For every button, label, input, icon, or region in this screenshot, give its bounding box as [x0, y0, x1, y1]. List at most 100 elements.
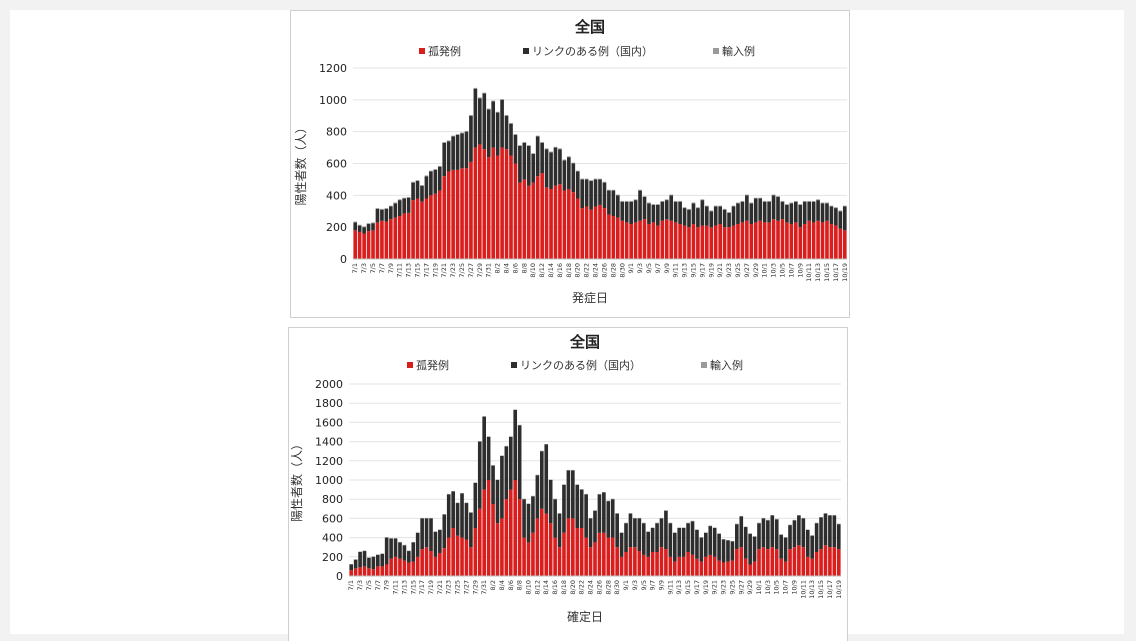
- x-tick-label: 7/21: [440, 263, 448, 278]
- bar-segment: [788, 549, 792, 576]
- bar-segment: [607, 190, 611, 191]
- bar-segment: [491, 101, 495, 147]
- bar-segment: [603, 208, 607, 259]
- bar-segment: [580, 490, 584, 528]
- legend-label: リンクのある例（国内）: [520, 358, 641, 372]
- bar-segment: [509, 490, 513, 576]
- bar-segment: [500, 518, 504, 576]
- bar-segment: [665, 200, 669, 219]
- bar-segment: [830, 206, 834, 207]
- bar-segment: [527, 504, 531, 542]
- y-tick-label: 1000: [315, 474, 343, 487]
- x-tick-label: 7/31: [480, 580, 488, 595]
- bar-segment: [456, 503, 460, 536]
- bar-segment: [545, 149, 549, 187]
- bar-segment: [491, 466, 495, 504]
- x-tick-label: 7/17: [418, 580, 426, 595]
- bar-segment: [744, 527, 748, 559]
- bar-segment: [833, 547, 837, 576]
- bar-segment: [701, 200, 705, 225]
- bar-segment: [465, 540, 469, 576]
- bar-segment: [527, 186, 531, 259]
- bar-segment: [425, 547, 429, 576]
- bar-segment: [505, 149, 509, 259]
- bar-segment: [660, 221, 664, 259]
- bar-segment: [362, 226, 366, 227]
- bar-segment: [603, 183, 607, 208]
- bar-segment: [708, 555, 712, 576]
- bar-segment: [788, 525, 792, 549]
- bar-segment: [718, 206, 722, 224]
- bar-segment: [642, 555, 646, 576]
- bar-segment: [726, 540, 730, 561]
- x-tick-label: 9/25: [734, 263, 742, 278]
- bar-segment: [723, 210, 727, 228]
- bar-segment: [438, 191, 442, 259]
- chart-confirmed-date: 全国孤発例リンクのある例（国内）輸入例020040060080010001200…: [289, 328, 847, 641]
- bar-segment: [611, 499, 615, 537]
- bar-segment: [810, 536, 814, 559]
- x-tick-label: 7/19: [427, 580, 435, 595]
- x-tick-label: 8/10: [525, 580, 533, 595]
- bar-segment: [376, 566, 380, 576]
- x-tick-label: 10/19: [841, 263, 849, 282]
- bar-segment: [821, 203, 825, 222]
- bar-segment: [571, 163, 575, 164]
- bar-segment: [549, 523, 553, 576]
- bar-segment: [807, 201, 811, 202]
- bar-segment: [749, 203, 753, 224]
- bar-segment: [394, 557, 398, 576]
- bar-segment: [830, 224, 834, 259]
- bar-segment: [580, 208, 584, 259]
- bar-segment: [447, 494, 451, 537]
- bar-segment: [531, 533, 535, 576]
- bar-segment: [815, 523, 819, 552]
- x-tick-label: 7/27: [462, 580, 470, 595]
- bar-segment: [371, 222, 375, 223]
- bar-segment: [674, 202, 678, 223]
- bar-segment: [794, 222, 798, 259]
- bar-segment: [781, 219, 785, 259]
- x-tick-label: 7/23: [449, 263, 457, 278]
- bar-segment: [469, 513, 473, 548]
- bar-segment: [620, 202, 624, 221]
- x-tick-label: 9/17: [693, 580, 701, 595]
- legend-label: リンクのある例（国内）: [532, 44, 653, 58]
- bar-segment: [656, 204, 660, 205]
- x-tick-label: 8/30: [613, 580, 621, 595]
- bar-segment: [367, 568, 371, 576]
- bar-segment: [349, 564, 353, 570]
- bar-segment: [812, 222, 816, 259]
- bar-segment: [393, 218, 397, 259]
- bar-segment: [438, 553, 442, 576]
- bar-segment: [695, 559, 699, 576]
- bar-segment: [767, 201, 771, 202]
- bar-segment: [754, 222, 758, 259]
- bar-segment: [762, 547, 766, 576]
- bar-segment: [625, 202, 629, 223]
- bar-segment: [687, 227, 691, 259]
- bar-segment: [674, 201, 678, 202]
- bar-segment: [638, 221, 642, 259]
- bar-segment: [434, 557, 438, 576]
- x-tick-label: 7/5: [365, 580, 373, 590]
- bar-segment: [766, 520, 770, 549]
- bar-segment: [500, 100, 504, 148]
- bar-segment: [522, 538, 526, 576]
- bar-segment: [821, 222, 825, 259]
- bar-segment: [790, 203, 794, 224]
- bar-segment: [612, 216, 616, 259]
- bar-segment: [589, 547, 593, 576]
- x-tick-label: 10/7: [782, 580, 790, 595]
- bar-segment: [794, 202, 798, 223]
- bar-segment: [633, 518, 637, 547]
- bar-segment: [682, 528, 686, 557]
- bar-segment: [745, 195, 749, 196]
- bar-segment: [642, 523, 646, 555]
- bar-segment: [469, 116, 473, 162]
- x-tick-label: 8/14: [542, 580, 550, 595]
- bar-segment: [362, 227, 366, 233]
- x-tick-label: 9/11: [666, 580, 674, 595]
- bar-segment: [727, 212, 731, 213]
- bar-segment: [536, 176, 540, 259]
